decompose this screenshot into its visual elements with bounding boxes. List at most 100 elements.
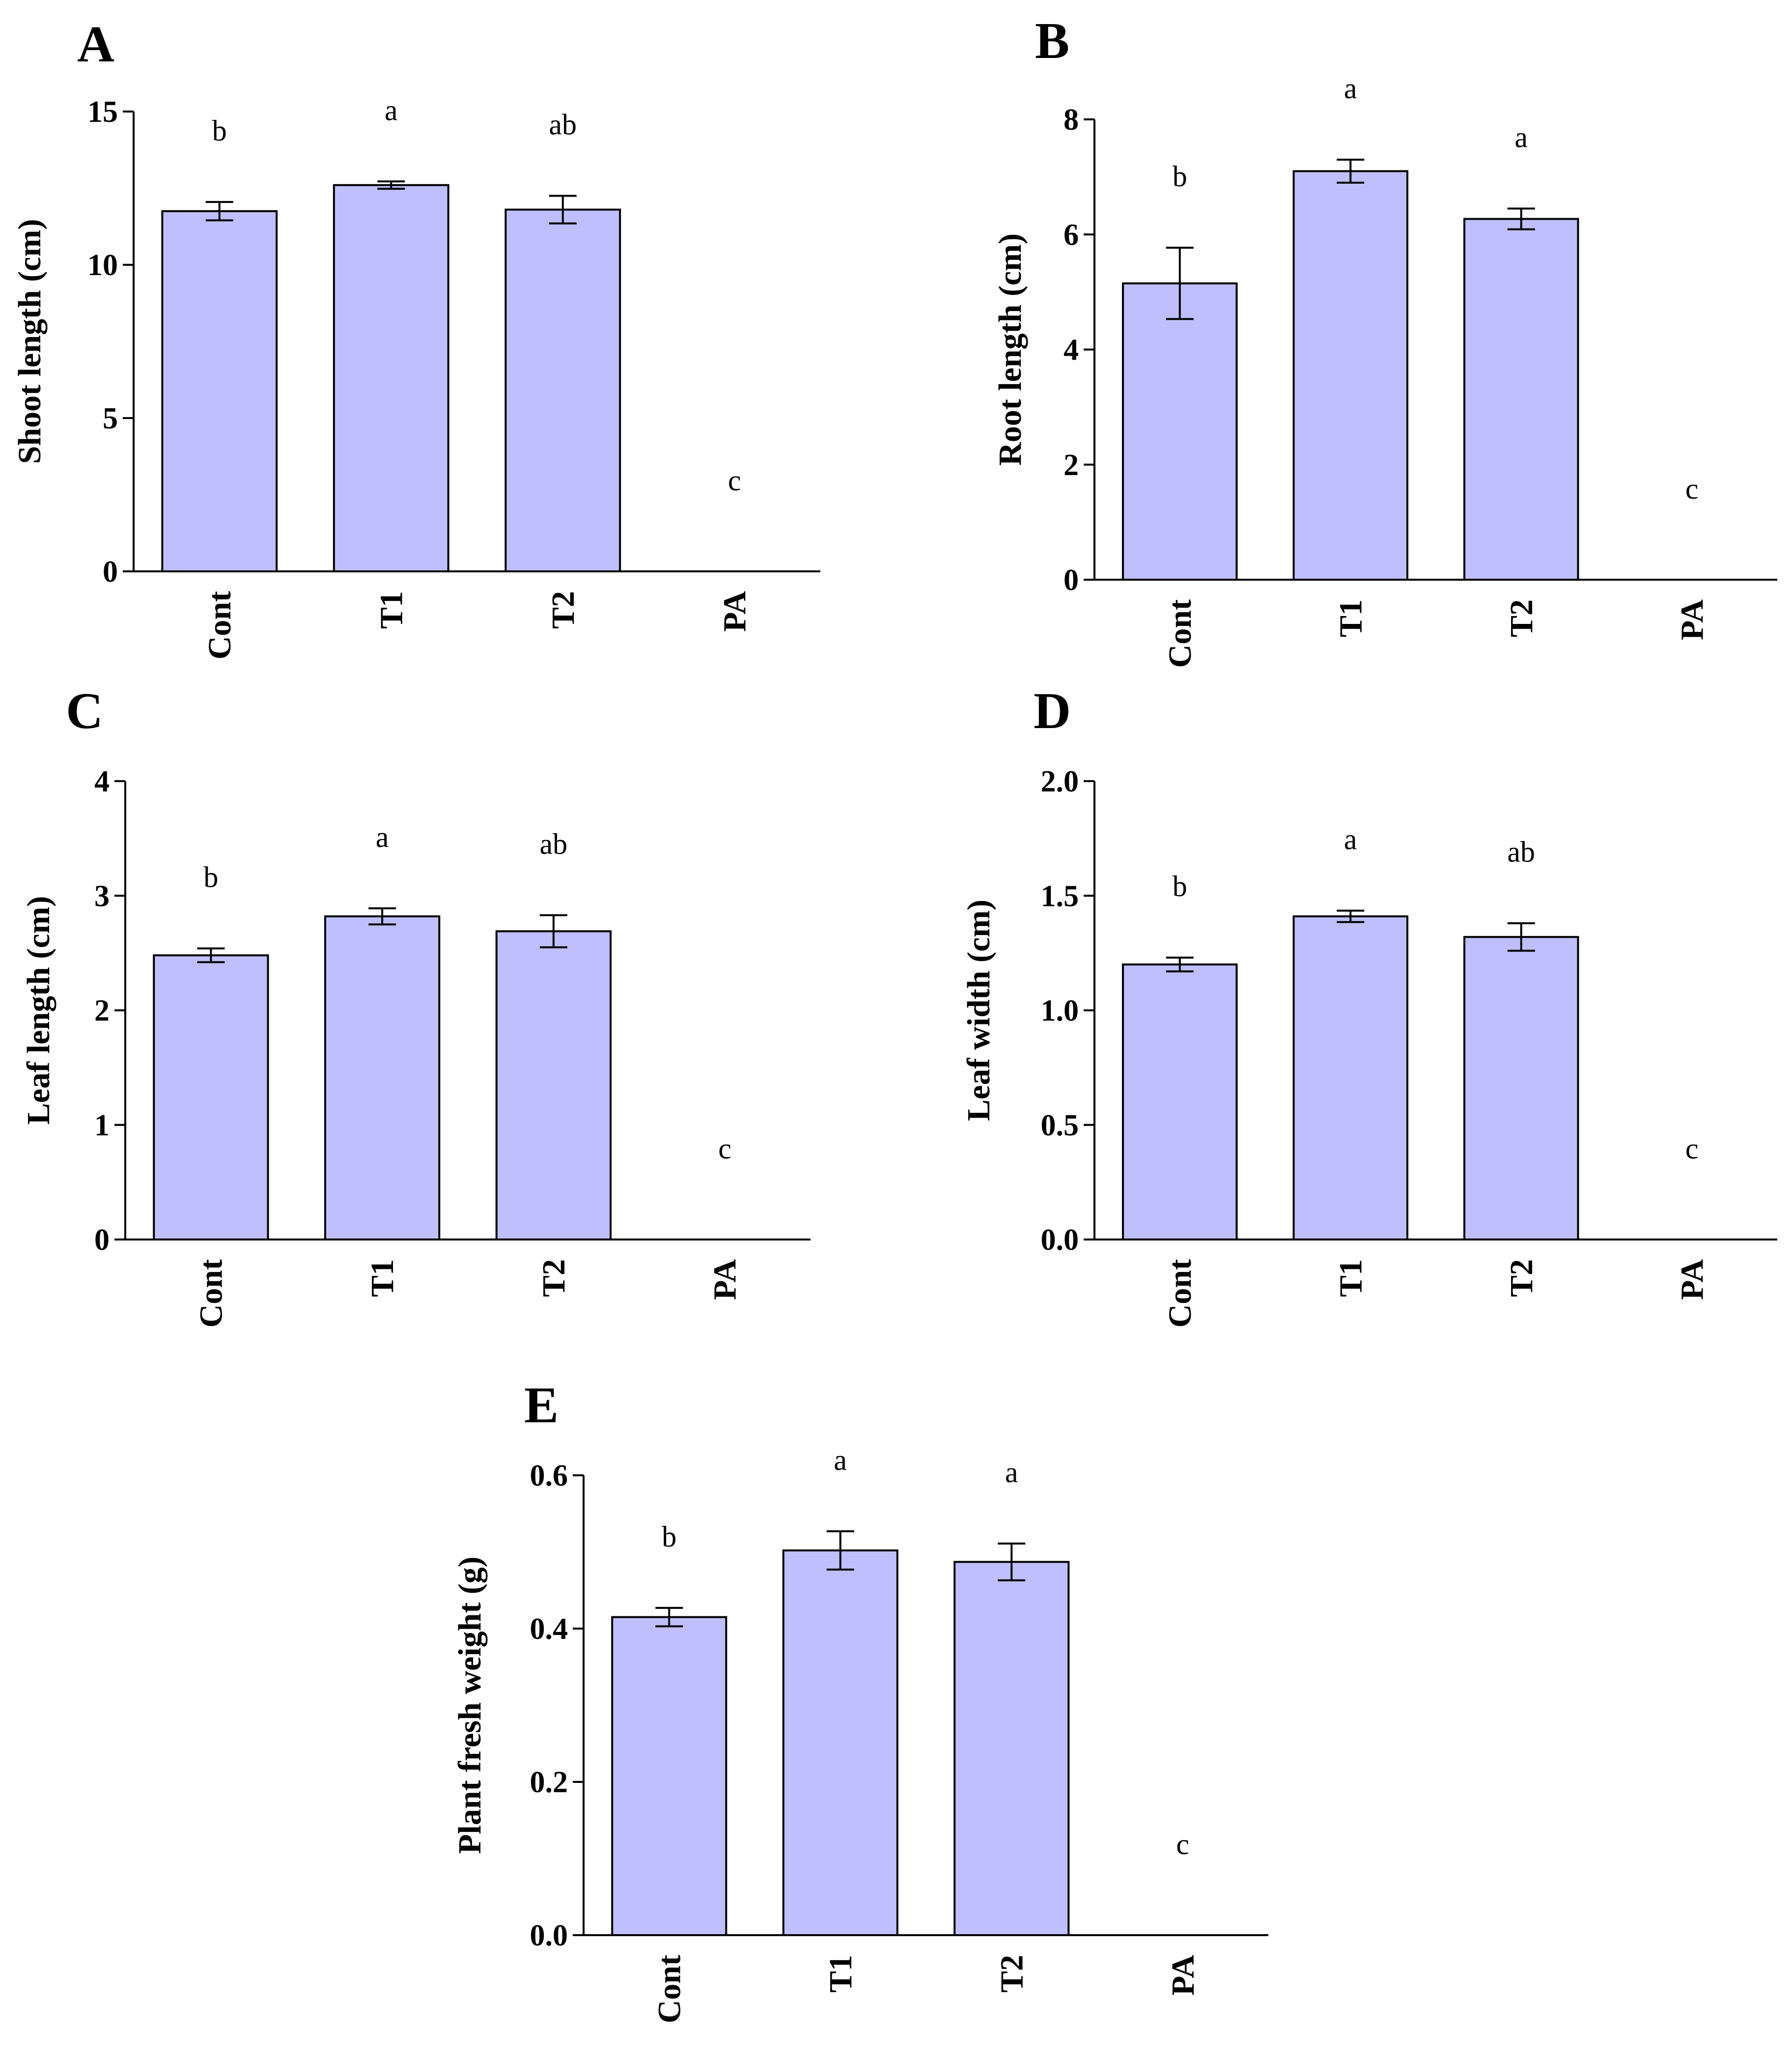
- bar-t1: [324, 915, 441, 1240]
- y-tick-label: 4: [1064, 334, 1079, 367]
- y-tick-label: 10: [87, 249, 118, 282]
- significance-letter-pa: c: [718, 1132, 731, 1165]
- significance-letter-cont: b: [1173, 160, 1187, 193]
- bar-cont: [1122, 963, 1238, 1240]
- bar-cont: [1122, 282, 1238, 581]
- significance-letter-t1: a: [1344, 823, 1357, 856]
- x-tick-label-t2: T2: [1504, 599, 1540, 637]
- axes: [583, 1475, 1268, 1936]
- x-tick-label-t2: T2: [994, 1955, 1030, 1993]
- significance-letter-cont: b: [662, 1521, 676, 1553]
- bar-cont: [161, 210, 278, 572]
- significance-letter-t1: a: [385, 94, 398, 126]
- significance-letter-pa: c: [1685, 473, 1699, 505]
- y-tick-label: 0.0: [1041, 1223, 1079, 1257]
- error-bar-t2: [998, 1542, 1026, 1581]
- error-bar-cont: [205, 201, 233, 222]
- x-tick-label-cont: Cont: [193, 1259, 229, 1327]
- y-tick-label: 0.0: [530, 1919, 568, 1952]
- error-bar-t1: [1337, 909, 1365, 923]
- y-axis-label: Shoot length (cm): [12, 219, 48, 464]
- chart-panel-e: Eb Cont a T1 a T2 c PA 0.0 0.2 0.4 0.6 Plant fresh w…: [452, 1376, 1268, 2023]
- bar-t2: [1463, 936, 1579, 1240]
- y-tick-label: 0: [1064, 563, 1079, 597]
- significance-letter-cont: b: [212, 114, 227, 147]
- y-tick-label: 2.0: [1041, 765, 1079, 798]
- significance-letter-t1: a: [376, 821, 389, 853]
- significance-letter-t2: ab: [540, 828, 568, 860]
- y-tick-label: 0: [103, 555, 118, 589]
- y-tick-label: 1.0: [1041, 994, 1079, 1028]
- error-bar-cont: [655, 1606, 683, 1628]
- y-tick-label: 0.5: [1041, 1109, 1079, 1142]
- x-tick-label-t1: T1: [1333, 599, 1369, 637]
- x-tick-label-t2: T2: [1504, 1259, 1540, 1297]
- significance-letter-t2: a: [1514, 121, 1528, 154]
- y-tick-label: 0.2: [530, 1766, 568, 1799]
- significance-letter-pa: c: [1176, 1828, 1189, 1860]
- x-tick-label-pa: PA: [1165, 1955, 1201, 1996]
- panel-letter: D: [1034, 682, 1071, 739]
- panel-letter: C: [66, 682, 103, 739]
- x-tick-label-t1: T1: [364, 1259, 400, 1297]
- bar-t1: [1292, 915, 1408, 1240]
- y-axis-label: Leaf width (cm): [961, 900, 997, 1121]
- bar-cont: [611, 1616, 728, 1937]
- x-tick-label-pa: PA: [1674, 599, 1710, 640]
- y-tick-label: 8: [1064, 103, 1079, 137]
- y-tick-label: 0.4: [530, 1612, 568, 1646]
- x-tick-label-pa: PA: [717, 591, 753, 632]
- y-tick-label: 0.6: [530, 1459, 568, 1493]
- error-bar-t2: [539, 914, 567, 949]
- error-bar-t1: [368, 907, 396, 926]
- panel-letter: A: [77, 15, 114, 73]
- x-tick-label-t2: T2: [545, 591, 581, 629]
- bar-t2: [495, 930, 612, 1240]
- y-axis-label: Leaf length (cm): [21, 896, 56, 1125]
- x-tick-label-cont: Cont: [1162, 599, 1198, 668]
- y-tick-label: 4: [94, 765, 110, 798]
- y-axis-label: Plant fresh weight (g): [452, 1556, 488, 1854]
- x-tick-label-t1: T1: [373, 591, 409, 629]
- chart-panel-a: Ab Cont a T1 ab T2 c PA 0 5 10 15 Shoot length (cm): [12, 15, 820, 659]
- chart-panel-c: Cb Cont a T1 ab T2 c PA 0 1 2 3 4 Leaf length (cm): [21, 682, 811, 1327]
- bar-t2: [953, 1561, 1070, 1936]
- y-tick-label: 5: [103, 402, 118, 435]
- significance-letter-t2: a: [1005, 1456, 1018, 1489]
- error-bar-cont: [1166, 247, 1194, 320]
- significance-letter-t2: ab: [549, 109, 577, 141]
- error-bar-t1: [826, 1530, 854, 1571]
- significance-letter-pa: c: [728, 464, 741, 497]
- bar-t1: [782, 1549, 898, 1936]
- significance-letter-cont: b: [1173, 870, 1187, 902]
- x-tick-label-t1: T1: [823, 1955, 859, 1993]
- y-axis-label: Root length (cm): [992, 233, 1028, 466]
- x-tick-label-t2: T2: [536, 1259, 572, 1297]
- y-tick-label: 1.5: [1041, 879, 1079, 913]
- error-bar-t2: [1507, 207, 1535, 230]
- axes: [133, 112, 820, 572]
- y-tick-label: 3: [94, 879, 110, 913]
- error-bar-t2: [549, 195, 577, 225]
- error-bar-cont: [1166, 957, 1194, 973]
- x-tick-label-pa: PA: [1674, 1259, 1710, 1300]
- error-bar-t1: [1337, 158, 1365, 184]
- bar-cont: [153, 954, 269, 1241]
- panel-letter: E: [524, 1376, 559, 1434]
- significance-letter-t1: a: [1344, 72, 1357, 105]
- panel-letter: B: [1035, 12, 1069, 69]
- bar-t1: [1292, 170, 1408, 581]
- y-tick-label: 0: [94, 1223, 110, 1257]
- y-tick-label: 2: [94, 994, 110, 1028]
- x-tick-label-cont: Cont: [1162, 1259, 1198, 1327]
- significance-letter-pa: c: [1685, 1132, 1699, 1165]
- y-tick-label: 15: [87, 95, 118, 129]
- bar-t2: [504, 208, 621, 572]
- error-bar-cont: [197, 947, 225, 963]
- y-tick-label: 6: [1064, 218, 1079, 252]
- bar-t2: [1463, 218, 1579, 581]
- significance-letter-cont: b: [203, 861, 218, 894]
- y-tick-label: 2: [1064, 449, 1079, 482]
- error-bar-t2: [1507, 922, 1535, 952]
